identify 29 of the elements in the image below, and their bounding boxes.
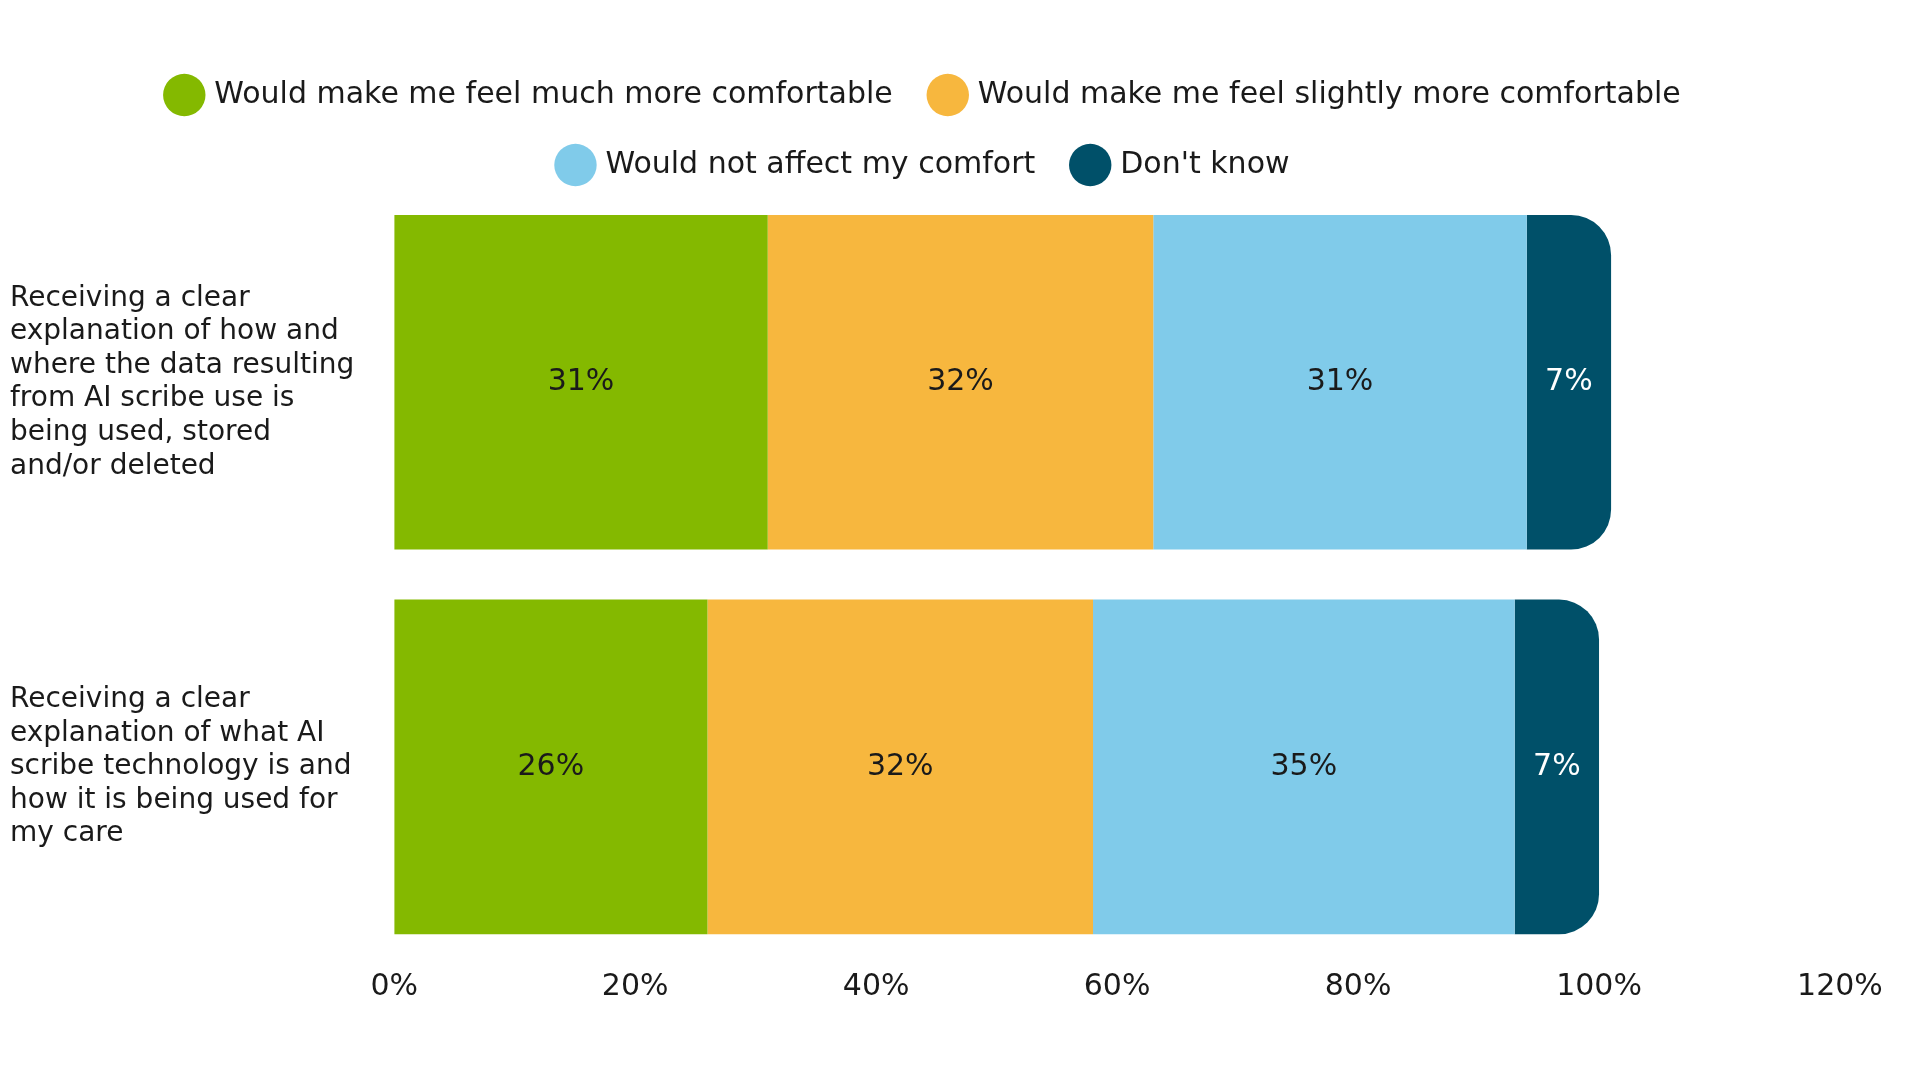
data-label: 7%: [1545, 362, 1593, 398]
y-tick-label: Receiving a clear explanation of what AI scribe technology is and how it is being used for my care: [10, 680, 352, 849]
data-label: 31%: [547, 362, 615, 398]
x-tick-label: 20%: [601, 967, 669, 1002]
x-tick-label: 80%: [1324, 967, 1392, 1002]
x-tick-label: 120%: [1797, 967, 1883, 1002]
legend-label: Don't know: [1120, 144, 1290, 180]
bar: [707, 599, 1094, 935]
data-label: 31%: [1306, 362, 1374, 398]
legend-label: Would not affect my comfort: [605, 144, 1036, 180]
legend-label: Would make me feel slightly more comfortable: [977, 74, 1681, 110]
data-label: 35%: [1270, 746, 1338, 782]
x-tick-label: 40%: [842, 967, 910, 1002]
data-label: 26%: [517, 746, 585, 782]
data-label: 32%: [927, 362, 994, 398]
legend-label: Would make me feel much more comfortable: [214, 74, 893, 110]
bar: [394, 599, 708, 935]
x-tick-label: 0%: [370, 967, 419, 1002]
y-tick-label: Receiving a clear explanation of how and where the data resulting from AI scribe use is being used, stored and/or deleted: [10, 279, 355, 481]
x-tick-label: 60%: [1083, 967, 1151, 1002]
bar: [394, 215, 768, 550]
data-label: 32%: [866, 746, 934, 782]
bar: [1514, 599, 1600, 935]
x-tick-label: 100%: [1556, 967, 1642, 1002]
bar: [1153, 215, 1527, 550]
data-label: 7%: [1533, 746, 1581, 782]
bar: [1526, 215, 1612, 550]
bar: [767, 215, 1154, 550]
bar: [1093, 599, 1515, 935]
